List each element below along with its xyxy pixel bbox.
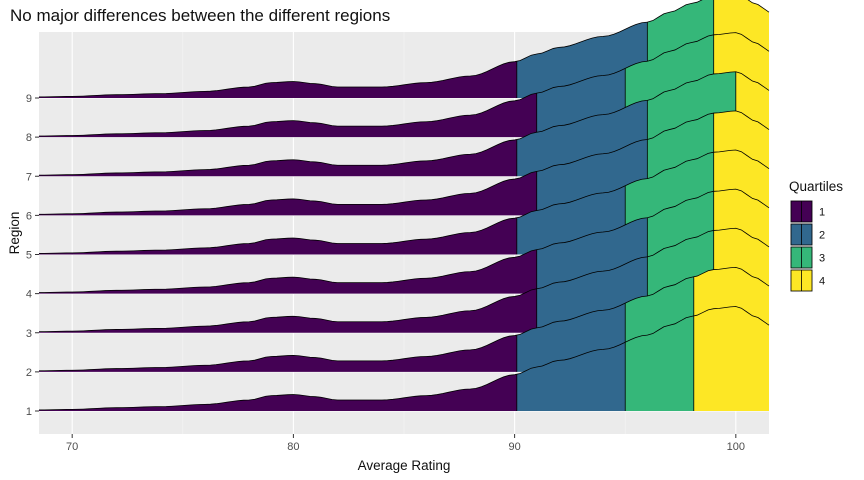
- legend-entry-2: 2: [790, 223, 825, 246]
- legend-title: Quartiles: [789, 179, 843, 194]
- y-tick-label: 1: [26, 406, 32, 418]
- ridge-1-quartile-1: [39, 374, 517, 411]
- chart-title: No major differences between the differe…: [10, 6, 391, 25]
- ridge-3-quartile-1: [39, 288, 537, 333]
- y-tick-label: 6: [26, 210, 32, 222]
- y-tick-label: 9: [26, 93, 32, 105]
- ridges: [38, 0, 770, 411]
- y-tick-label: 7: [26, 171, 32, 183]
- y-tick-label: 2: [26, 367, 32, 379]
- y-axis: 1 2 3 4 5 6 7 8 9: [26, 93, 39, 418]
- ridge-outline-5: [38, 149, 770, 254]
- legend-entry-4: 4: [790, 269, 825, 292]
- ridge-region-1: [38, 306, 770, 411]
- x-tick-label: 90: [508, 441, 520, 453]
- ridge-7-quartile-1: [39, 139, 517, 177]
- x-axis-title: Average Rating: [358, 458, 451, 473]
- legend-label: 3: [819, 253, 825, 265]
- ridge-4-quartile-1: [39, 249, 537, 294]
- y-tick-label: 4: [26, 289, 32, 301]
- y-tick-label: 5: [26, 250, 32, 262]
- x-tick-label: 80: [287, 441, 299, 453]
- ridge-outline-8: [38, 32, 770, 137]
- legend-label: 1: [819, 207, 825, 219]
- ridge-6-quartile-1: [39, 171, 537, 216]
- legend-entry-1: 1: [790, 200, 825, 223]
- ridge-8-quartile-1: [39, 93, 537, 138]
- legend: Quartiles 1 2 3 4: [789, 179, 843, 292]
- x-tick-label: 100: [727, 441, 745, 453]
- y-tick-label: 8: [26, 132, 32, 144]
- ridge-outline-2: [38, 266, 770, 372]
- ridge-1-quartile-3: [625, 316, 694, 411]
- ridge-1-quartile-4: [693, 306, 769, 411]
- y-tick-label: 3: [26, 328, 32, 340]
- legend-label: 4: [819, 276, 825, 288]
- ridge-1-quartile-2: [516, 342, 626, 411]
- x-axis: 70 80 90 100: [66, 434, 745, 453]
- ridge-9-quartile-1: [39, 61, 517, 98]
- x-tick-label: 70: [66, 441, 78, 453]
- ridge-5-quartile-1: [39, 217, 517, 255]
- ridge-2-quartile-1: [39, 335, 517, 372]
- legend-entry-3: 3: [790, 246, 825, 269]
- ridge-outline-1: [38, 306, 770, 411]
- legend-label: 2: [819, 230, 825, 242]
- y-axis-title: Region: [7, 212, 22, 255]
